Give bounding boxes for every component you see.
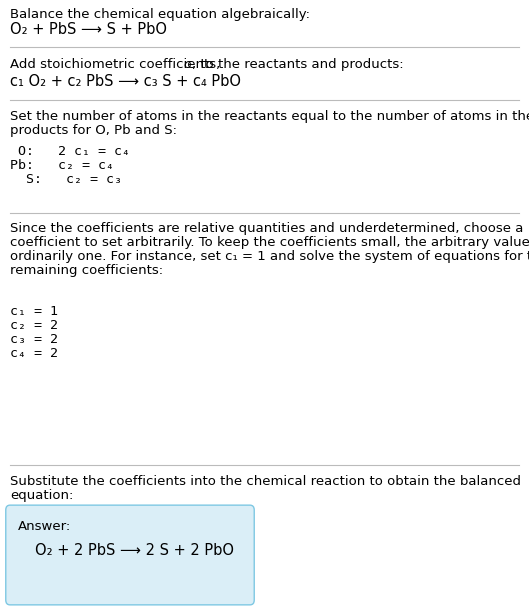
Text: Substitute the coefficients into the chemical reaction to obtain the balanced: Substitute the coefficients into the che…: [10, 475, 521, 488]
Text: ordinarily one. For instance, set c₁ = 1 and solve the system of equations for t: ordinarily one. For instance, set c₁ = 1…: [10, 250, 529, 263]
Text: O:   2 c₁ = c₄: O: 2 c₁ = c₄: [10, 145, 130, 158]
Text: Pb:   c₂ = c₄: Pb: c₂ = c₄: [10, 159, 114, 172]
Text: , to the reactants and products:: , to the reactants and products:: [192, 58, 404, 71]
Text: Answer:: Answer:: [18, 520, 71, 533]
Text: O₂ + 2 PbS ⟶ 2 S + 2 PbO: O₂ + 2 PbS ⟶ 2 S + 2 PbO: [35, 543, 234, 558]
Text: Since the coefficients are relative quantities and underdetermined, choose a: Since the coefficients are relative quan…: [10, 222, 523, 235]
Text: equation:: equation:: [10, 489, 74, 502]
Text: products for O, Pb and S:: products for O, Pb and S:: [10, 124, 177, 137]
Text: c₄ = 2: c₄ = 2: [10, 347, 58, 360]
Text: c₁ O₂ + c₂ PbS ⟶ c₃ S + c₄ PbO: c₁ O₂ + c₂ PbS ⟶ c₃ S + c₄ PbO: [10, 74, 241, 89]
Text: remaining coefficients:: remaining coefficients:: [10, 264, 163, 277]
Text: Balance the chemical equation algebraically:: Balance the chemical equation algebraica…: [10, 8, 310, 21]
Text: c₁ = 1: c₁ = 1: [10, 305, 58, 318]
Text: S:   c₂ = c₃: S: c₂ = c₃: [10, 173, 122, 186]
Text: Set the number of atoms in the reactants equal to the number of atoms in the: Set the number of atoms in the reactants…: [10, 110, 529, 123]
Text: c: c: [183, 58, 190, 71]
Text: c₂ = 2: c₂ = 2: [10, 319, 58, 332]
Text: Add stoichiometric coefficients,: Add stoichiometric coefficients,: [10, 58, 224, 71]
Text: O₂ + PbS ⟶ S + PbO: O₂ + PbS ⟶ S + PbO: [10, 22, 167, 37]
FancyBboxPatch shape: [6, 505, 254, 605]
Text: c₃ = 2: c₃ = 2: [10, 333, 58, 346]
Text: coefficient to set arbitrarily. To keep the coefficients small, the arbitrary va: coefficient to set arbitrarily. To keep …: [10, 236, 529, 249]
Text: i: i: [189, 61, 191, 70]
